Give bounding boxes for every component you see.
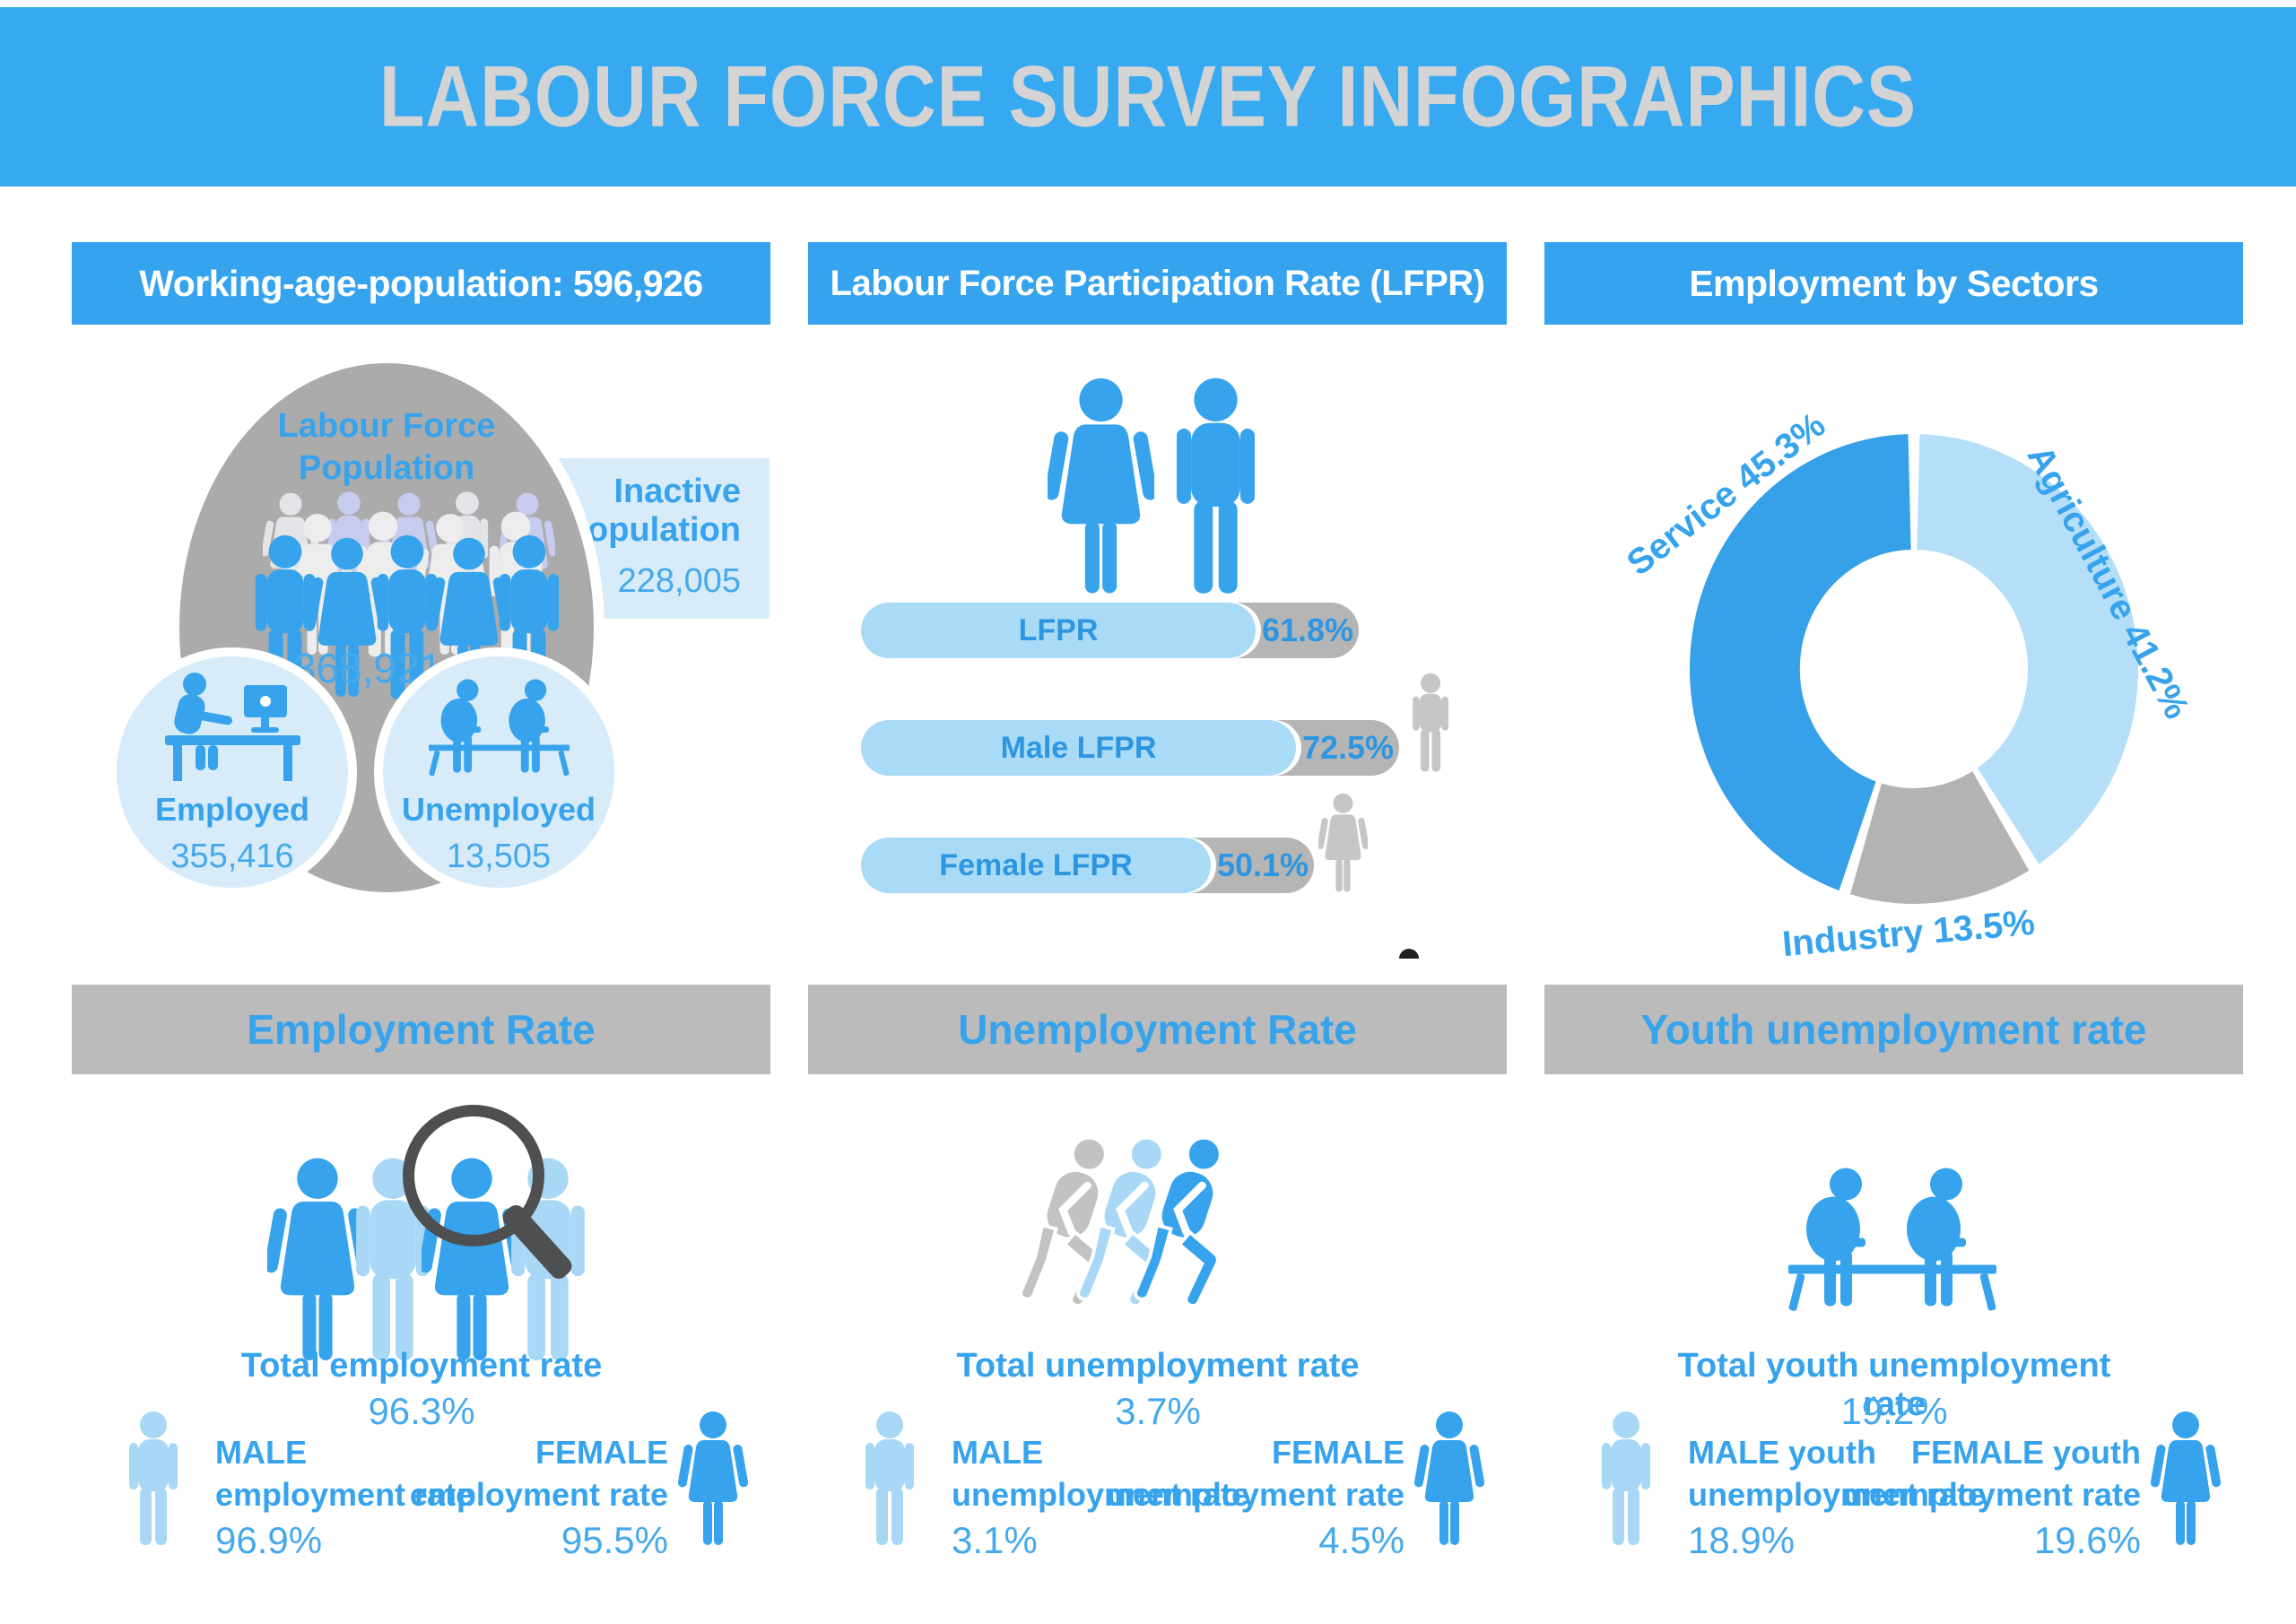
- labour-force-label: Labour Force Population: [277, 407, 496, 487]
- total-unemployment-rate-value: 3.7%: [1115, 1390, 1201, 1432]
- female-blue-icon: [2151, 1411, 2221, 1547]
- donut-slice-industry: [1850, 771, 2030, 904]
- male-light-icon: [120, 1411, 187, 1547]
- youth-unemployment-header: Youth unemployment rate: [1544, 985, 2243, 1074]
- lfpr-header: Labour Force Participation Rate (LFPR): [808, 242, 1507, 325]
- female-rate-value: 95.5%: [561, 1519, 668, 1561]
- lfpr-bar-total: LFPR 61.8%: [861, 603, 1489, 658]
- male-rate-value: 18.9%: [1688, 1519, 1796, 1561]
- male-rate-label: MALE unemployment rate: [952, 1434, 1250, 1513]
- bar-fill: Female LFPR: [861, 838, 1211, 893]
- male-rate-value: 96.9%: [215, 1519, 323, 1561]
- employment-rate-header: Employment Rate: [72, 985, 770, 1074]
- bar-fill: Male LFPR: [861, 720, 1296, 776]
- donut-slice-service: [1690, 434, 1911, 890]
- inactive-value: 228,005: [617, 562, 741, 600]
- bar-label: Female LFPR: [939, 848, 1133, 882]
- walker-blue-icon: [1129, 1134, 1242, 1318]
- employed-label: Employed: [154, 791, 310, 828]
- panel-unemployment-rate: Unemployment Rate Total unemployment rat…: [808, 985, 1507, 1624]
- total-employment-rate-label: Total employment rate: [240, 1347, 603, 1385]
- male-rate-label: MALE youth unemployment rate: [1688, 1434, 1987, 1513]
- female-rate-label: FEMALE youth unemployment rate: [1842, 1434, 2141, 1513]
- bar-value: 61.8%: [1261, 612, 1354, 648]
- female-rate-value: 4.5%: [1318, 1519, 1405, 1561]
- male-rate-value: 3.1%: [952, 1519, 1038, 1561]
- panel-youth-unemployment-rate: Youth unemployment rate Total youth unem…: [1544, 985, 2243, 1624]
- total-employment-rate-value: 96.3%: [368, 1390, 475, 1432]
- female-rate-label: FEMALE unemployment rate: [1106, 1434, 1405, 1513]
- bar-label: Male LFPR: [1000, 731, 1157, 765]
- title-banner: LABOUR FORCE SURVEY INFOGRAPHICS: [0, 7, 2296, 187]
- employed-circle: [108, 647, 357, 897]
- employed-desk-icon: [154, 671, 311, 783]
- sectors-header: Employment by Sectors: [1544, 242, 2243, 325]
- inactive-label-1: Inactive: [613, 473, 741, 510]
- unemployment-rate-header: Unemployment Rate: [808, 985, 1507, 1074]
- female-blue-icon: [678, 1411, 748, 1547]
- sectors-donut-chart: [1690, 434, 2138, 904]
- total-youth-unemployment-value: 19.2%: [1840, 1390, 1948, 1432]
- panel-employment-rate: Employment Rate Total employment rate 96…: [72, 985, 770, 1624]
- page-title: LABOUR FORCE SURVEY INFOGRAPHICS: [378, 48, 1918, 145]
- working-age-header: Working-age-population: 596,926: [72, 242, 770, 325]
- bar-value: 50.1%: [1216, 847, 1309, 883]
- lfpr-bar-male: Male LFPR 72.5%: [861, 720, 1489, 776]
- male-light-icon: [857, 1411, 923, 1547]
- youth-bench-icon: [1785, 1159, 2000, 1316]
- panel-employment-by-sectors: Employment by Sectors Service 45.3% Agri…: [1544, 242, 2243, 982]
- stray-mark: [1399, 949, 1419, 959]
- female-rate-value: 19.6%: [2033, 1519, 2141, 1561]
- unemployed-circle: [374, 647, 623, 897]
- unemployed-bench-icon: [425, 674, 573, 777]
- female-gray-icon: [1318, 793, 1368, 893]
- donut-slice-agriculture: [1917, 434, 2138, 864]
- male-gray-icon: [1407, 673, 1454, 773]
- lfpr-bar-female: Female LFPR 50.1%: [861, 838, 1489, 893]
- panel-working-age-population: Working-age-population: 596,926 Inactive…: [72, 242, 770, 982]
- male-icon: [1165, 377, 1266, 596]
- unemployed-value: 13,505: [446, 838, 552, 875]
- bar-label: LFPR: [1018, 613, 1099, 647]
- female-rate-label: FEMALE employment rate: [409, 1434, 668, 1513]
- bar-fill: LFPR: [861, 603, 1256, 658]
- bar-value: 72.5%: [1301, 729, 1395, 766]
- female-icon: [1048, 377, 1154, 596]
- male-rate-label: MALE employment rate: [215, 1434, 474, 1513]
- inactive-label-2: Population: [564, 511, 741, 549]
- unemployed-label: Unemployed: [401, 791, 596, 828]
- female-blue-icon: [1414, 1411, 1484, 1547]
- male-light-icon: [1593, 1411, 1659, 1547]
- total-unemployment-rate-label: Total unemployment rate: [956, 1347, 1360, 1385]
- employed-value: 355,416: [170, 838, 294, 875]
- total-youth-unemployment-label: Total youth unemployment rate: [1677, 1347, 2111, 1423]
- panel-lfpr: Labour Force Participation Rate (LFPR) L…: [808, 242, 1507, 982]
